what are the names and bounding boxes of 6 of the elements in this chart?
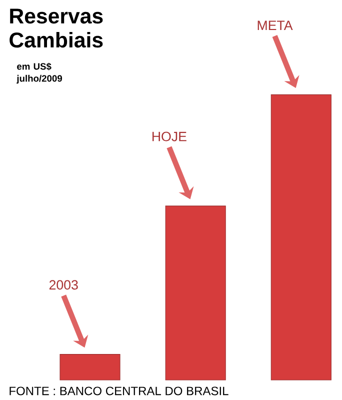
chart-title: Reservas Cambiais <box>10 8 103 48</box>
annotation: 2003 <box>49 280 78 290</box>
chart-subtitle: em US$ julho/2009 <box>16 62 62 84</box>
source-note: FONTE : BANCO CENTRAL DO BRASIL <box>10 386 228 396</box>
annotation: HOJE <box>152 132 186 142</box>
text: META <box>258 20 293 30</box>
